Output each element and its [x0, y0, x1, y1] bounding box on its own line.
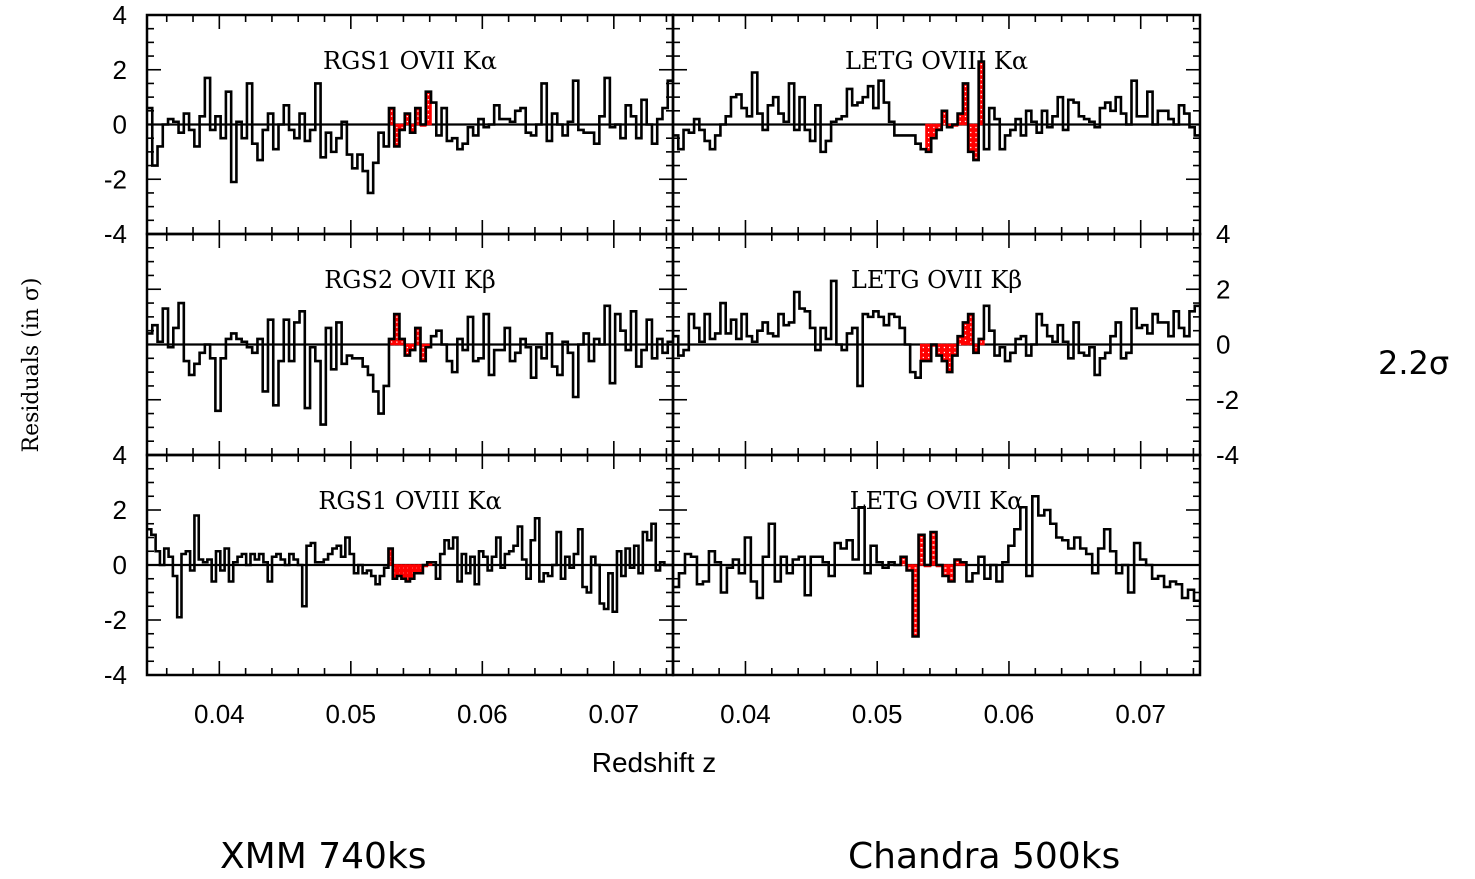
residual-step-line — [147, 514, 673, 619]
panel-3: RGS2 OVII Kβ — [145, 232, 675, 457]
panel-1: 4 2 0 -2 -4 RGS1 OVII Kα — [104, 0, 675, 249]
y-tick-label: -2 — [104, 605, 127, 635]
caption-chandra: Chandra 500ks — [848, 836, 1121, 877]
panel-5: 4 2 0 -2 -4 0.04 0.05 0.06 0.07 RGS1 OVIII Kα — [104, 440, 675, 729]
caption-xmm: XMM 740ks — [220, 836, 427, 877]
x-tick-label: 0.06 — [457, 699, 508, 729]
y-tick-label: 2 — [113, 55, 127, 85]
y-tick-label: -4 — [104, 660, 127, 690]
y-tick-label: 0 — [113, 110, 127, 140]
x-tick-label: 0.04 — [720, 699, 771, 729]
y-tick-label: 4 — [1216, 219, 1230, 249]
y-axis-label: Residuals (in σ) — [19, 278, 44, 453]
x-tick-label: 0.05 — [326, 699, 377, 729]
y-tick-label: 0 — [1216, 330, 1230, 360]
residual-step-line — [147, 76, 673, 195]
residual-step-line — [673, 279, 1200, 388]
panel-title: LETG OVIII Kα — [845, 47, 1028, 75]
x-axis-label: Redshift z — [592, 747, 717, 778]
panel-title: RGS1 OVII Kα — [323, 47, 497, 75]
panel-title: RGS1 OVIII Kα — [318, 487, 501, 515]
x-tick-label: 0.07 — [1115, 699, 1166, 729]
y-tick-label: -2 — [104, 164, 127, 194]
y-tick-label: 4 — [113, 440, 127, 470]
residual-step-line — [147, 301, 673, 426]
panel-2: LETG OVIII Kα — [671, 13, 1202, 236]
panel-title: RGS2 OVII Kβ — [324, 266, 496, 294]
x-tick-label: 0.05 — [852, 699, 903, 729]
residual-step-line — [673, 60, 1200, 162]
x-tick-label: 0.06 — [984, 699, 1035, 729]
y-tick-label: 4 — [113, 0, 127, 30]
panel-6: 0.04 0.05 0.06 0.07 LETG OVII Kα — [671, 453, 1202, 729]
panels-group: 4 2 0 -2 -4 RGS1 OVII Kα LETG OVIII Kα RGS2 OVI… — [104, 0, 1239, 729]
y-tick-label: -4 — [1216, 440, 1239, 470]
residual-step-line — [673, 494, 1200, 638]
y-tick-label: 2 — [113, 495, 127, 525]
y-tick-label: -2 — [1216, 385, 1239, 415]
panel-title: LETG OVII Kβ — [851, 266, 1022, 294]
panel-4: 4 2 0 -2 -4 LETG OVII Kβ — [671, 219, 1239, 470]
y-tick-label: -4 — [104, 219, 127, 249]
x-tick-label: 0.07 — [589, 699, 640, 729]
significance-note: 2.2σ — [1378, 344, 1450, 382]
panel-title: LETG OVII Kα — [850, 487, 1024, 515]
y-tick-label: 0 — [113, 550, 127, 580]
y-tick-label: 2 — [1216, 274, 1230, 304]
x-tick-label: 0.04 — [194, 699, 245, 729]
